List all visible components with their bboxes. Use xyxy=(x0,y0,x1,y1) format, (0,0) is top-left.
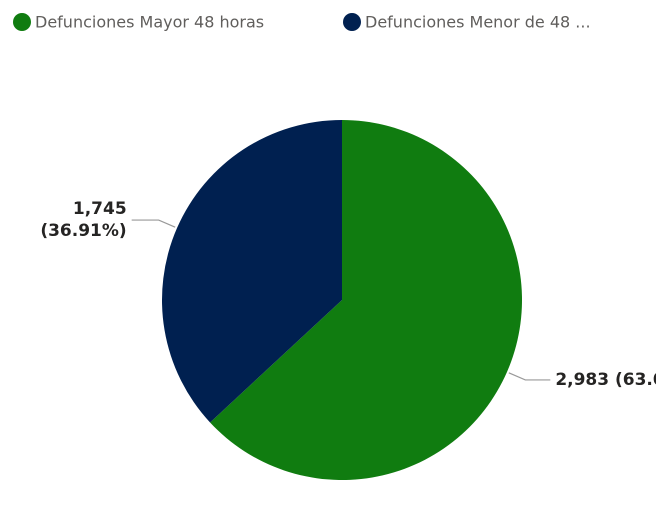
leader-line xyxy=(508,372,551,381)
legend-label: Defunciones Mayor 48 horas xyxy=(35,13,264,32)
data-label-line: (36.91%) xyxy=(40,221,126,241)
legend-swatch xyxy=(13,13,31,31)
leader-line xyxy=(131,219,176,228)
pie-slice xyxy=(162,120,342,423)
data-label: 2,983 (63.09%) xyxy=(555,370,656,390)
legend-label: Defunciones Menor de 48 ... xyxy=(365,13,591,32)
data-label-line: 1,745 xyxy=(73,199,127,219)
legend-swatch xyxy=(343,13,361,31)
pie-slice xyxy=(210,120,523,481)
data-label: 1,745 (36.91%) xyxy=(40,199,126,241)
